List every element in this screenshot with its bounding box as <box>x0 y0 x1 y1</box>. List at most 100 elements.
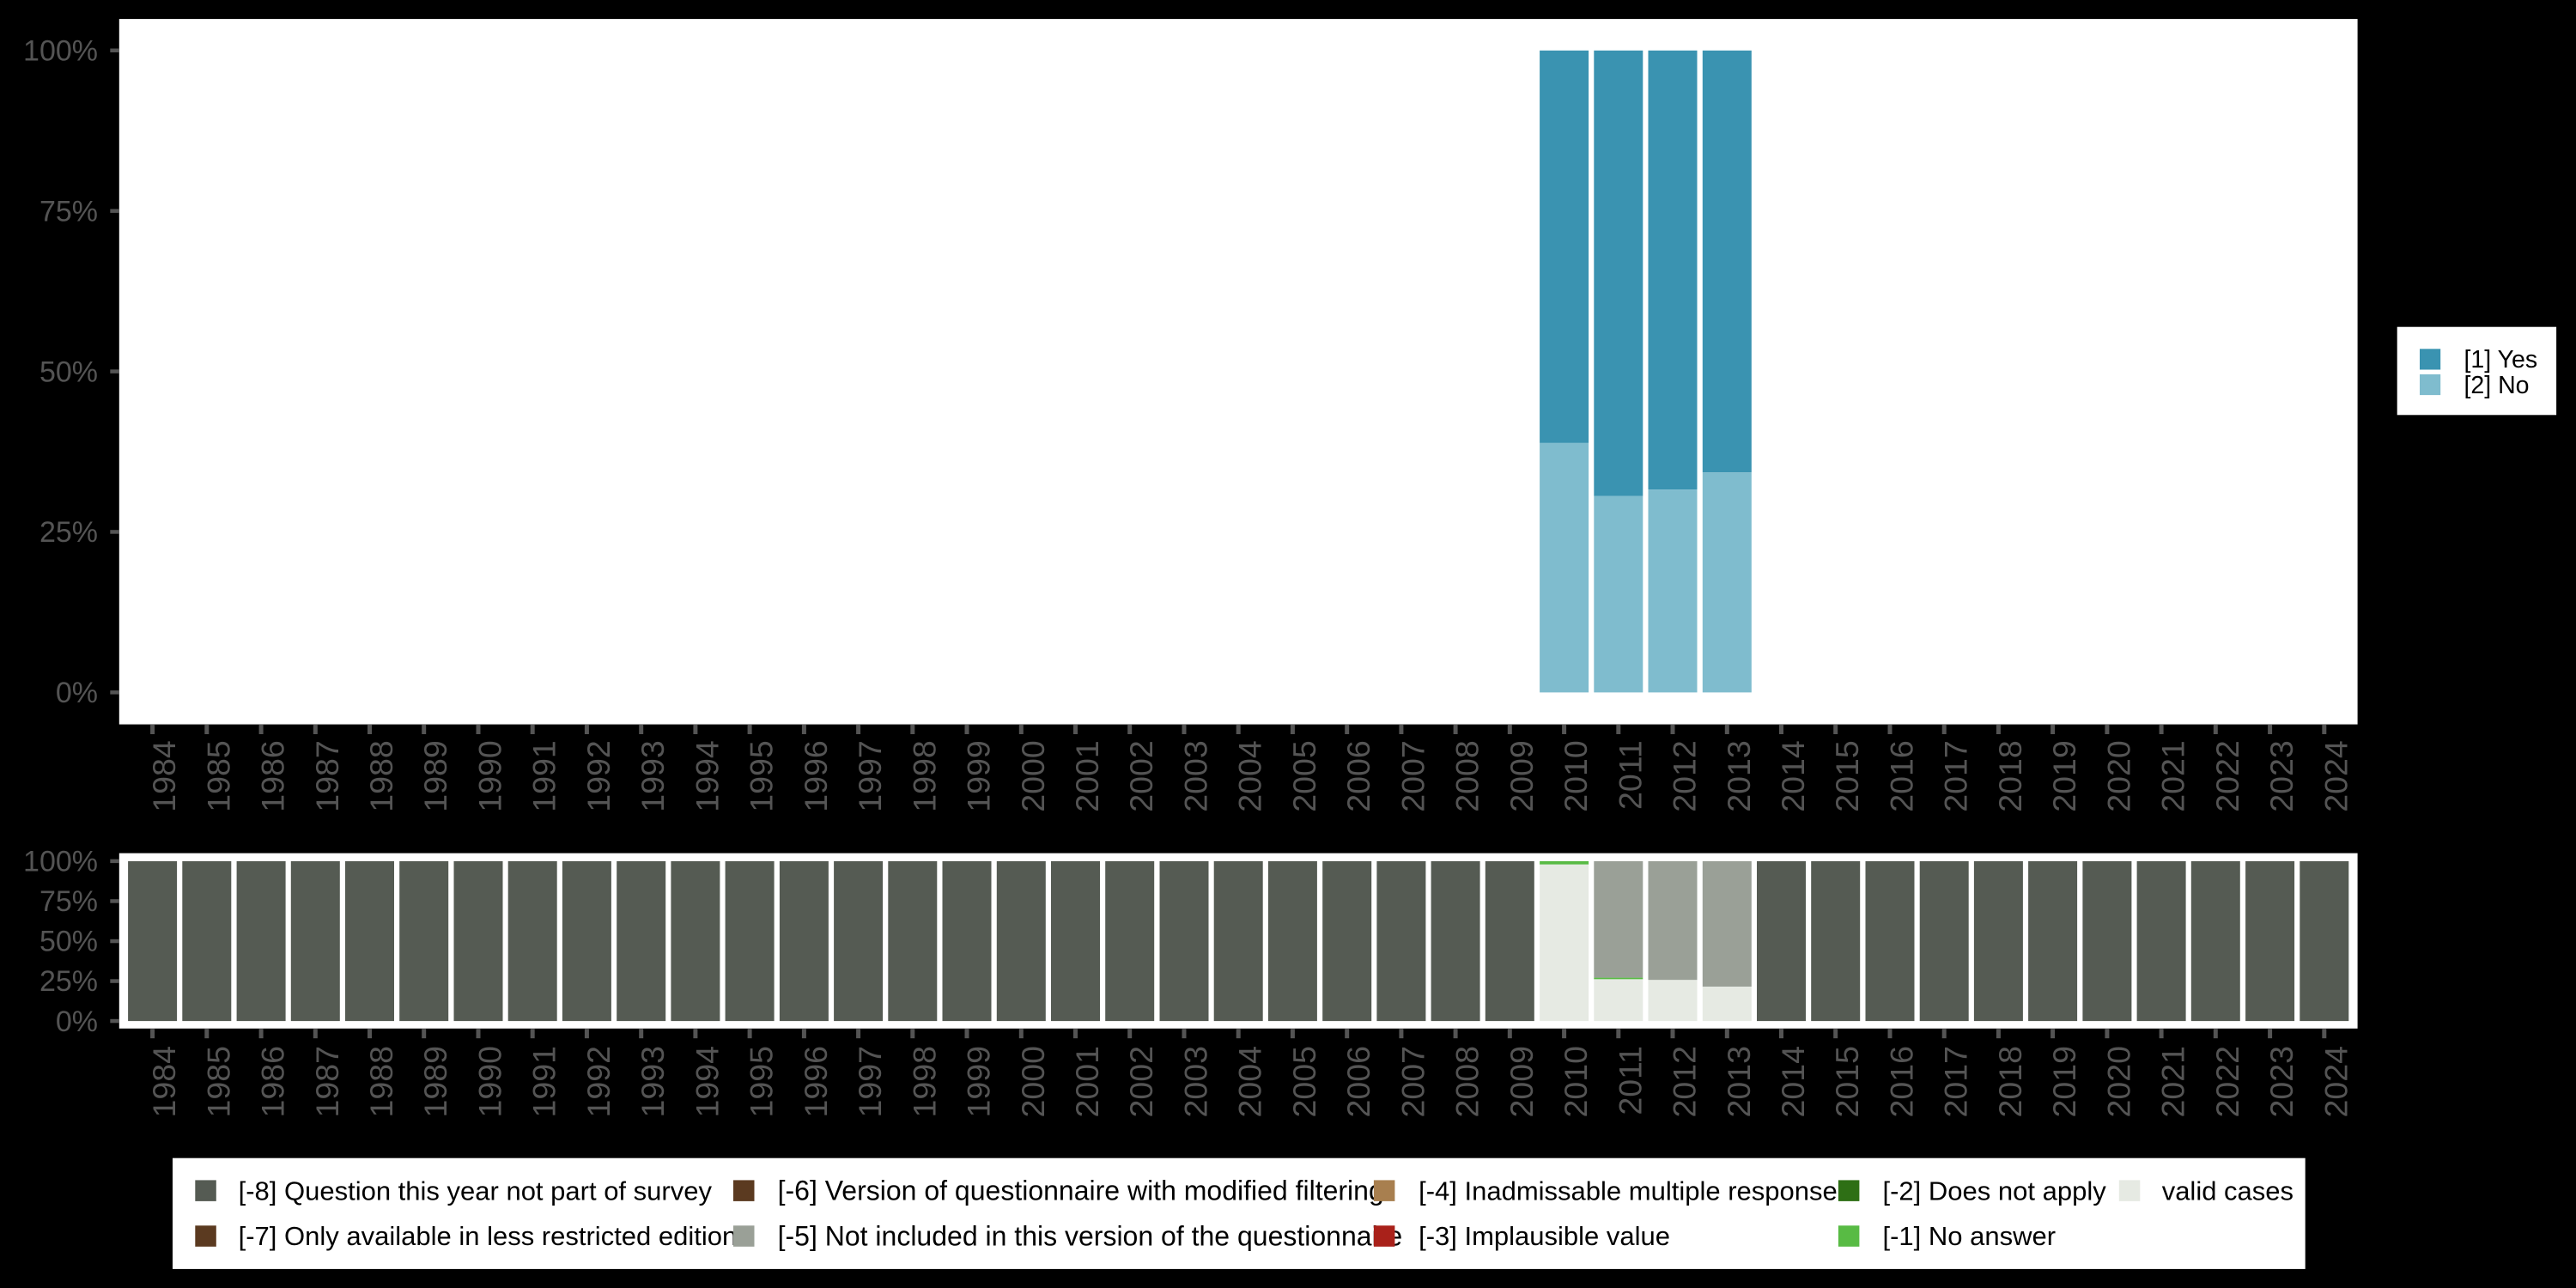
svg-text:2018: 2018 <box>1992 740 2028 811</box>
svg-text:1991: 1991 <box>526 1046 562 1117</box>
svg-text:25%: 25% <box>39 516 98 549</box>
svg-text:1985: 1985 <box>200 1046 236 1117</box>
svg-text:1993: 1993 <box>635 740 671 811</box>
svg-text:2018: 2018 <box>1992 1046 2028 1117</box>
svg-text:2008: 2008 <box>1449 740 1485 811</box>
svg-text:1987: 1987 <box>309 740 345 811</box>
svg-text:2021: 2021 <box>2155 1046 2191 1117</box>
svg-text:2012: 2012 <box>1667 1046 1703 1117</box>
svg-text:1999: 1999 <box>961 1046 997 1117</box>
svg-text:1988: 1988 <box>363 1046 399 1117</box>
svg-text:1998: 1998 <box>906 740 942 811</box>
svg-text:2009: 2009 <box>1504 740 1540 811</box>
svg-text:2000: 2000 <box>1015 1046 1051 1117</box>
svg-text:1995: 1995 <box>744 1046 780 1117</box>
svg-text:2012: 2012 <box>1667 740 1703 811</box>
svg-text:2001: 2001 <box>1069 1046 1105 1117</box>
svg-text:[-3] Implausible value: [-3] Implausible value <box>1419 1221 1670 1251</box>
svg-text:2008: 2008 <box>1449 1046 1485 1117</box>
svg-text:1986: 1986 <box>255 1046 291 1117</box>
svg-text:25%: 25% <box>39 965 98 998</box>
svg-text:1989: 1989 <box>417 740 453 811</box>
svg-text:1990: 1990 <box>472 1046 508 1117</box>
svg-text:[-4] Inadmissable multiple res: [-4] Inadmissable multiple response <box>1419 1176 1838 1206</box>
svg-text:[-5] Not included in this vers: [-5] Not included in this version of the… <box>778 1221 1403 1252</box>
svg-text:1990: 1990 <box>472 740 508 811</box>
svg-text:1992: 1992 <box>580 740 617 811</box>
svg-text:valid cases: valid cases <box>2162 1176 2293 1206</box>
svg-text:1999: 1999 <box>961 740 997 811</box>
svg-text:1996: 1996 <box>798 1046 834 1117</box>
svg-text:50%: 50% <box>39 926 98 958</box>
svg-text:[-7] Only available in less re: [-7] Only available in less restricted e… <box>239 1221 738 1251</box>
svg-text:[2] No: [2] No <box>2464 372 2530 399</box>
svg-text:2004: 2004 <box>1232 740 1268 811</box>
svg-text:2007: 2007 <box>1394 1046 1431 1117</box>
svg-text:1984: 1984 <box>146 740 182 811</box>
svg-text:2014: 2014 <box>1775 1046 1811 1117</box>
svg-text:2004: 2004 <box>1232 1046 1268 1117</box>
svg-text:75%: 75% <box>39 885 98 918</box>
svg-text:1988: 1988 <box>363 740 399 811</box>
svg-text:2011: 2011 <box>1612 1046 1648 1115</box>
svg-text:2005: 2005 <box>1286 740 1322 811</box>
svg-text:1996: 1996 <box>798 740 834 811</box>
svg-text:[-6] Version of questionnaire: [-6] Version of questionnaire with modif… <box>778 1176 1384 1206</box>
svg-text:100%: 100% <box>23 35 98 68</box>
svg-text:2017: 2017 <box>1938 740 1974 811</box>
svg-text:2014: 2014 <box>1775 740 1811 811</box>
svg-text:2007: 2007 <box>1394 740 1431 811</box>
svg-text:2006: 2006 <box>1340 740 1376 811</box>
svg-text:2002: 2002 <box>1123 740 1159 811</box>
svg-text:1994: 1994 <box>689 740 725 811</box>
svg-text:2003: 2003 <box>1178 1046 1214 1117</box>
svg-text:1987: 1987 <box>309 1046 345 1117</box>
svg-text:2002: 2002 <box>1123 1046 1159 1117</box>
svg-text:1985: 1985 <box>200 740 236 811</box>
svg-text:2020: 2020 <box>2100 740 2136 811</box>
svg-text:2001: 2001 <box>1069 740 1105 811</box>
svg-text:50%: 50% <box>39 355 98 388</box>
svg-text:1997: 1997 <box>852 1046 888 1117</box>
svg-text:2023: 2023 <box>2263 1046 2300 1117</box>
svg-text:2019: 2019 <box>2046 740 2082 811</box>
svg-text:1992: 1992 <box>580 1046 617 1117</box>
svg-text:1997: 1997 <box>852 740 888 811</box>
svg-text:2005: 2005 <box>1286 1046 1322 1117</box>
svg-text:2016: 2016 <box>1884 740 1920 811</box>
svg-text:2009: 2009 <box>1504 1046 1540 1117</box>
svg-text:2011: 2011 <box>1612 740 1648 810</box>
svg-text:[-2] Does not apply: [-2] Does not apply <box>1883 1176 2107 1206</box>
svg-text:2015: 2015 <box>1829 1046 1865 1117</box>
svg-text:2022: 2022 <box>2209 740 2245 811</box>
svg-text:1998: 1998 <box>906 1046 942 1117</box>
svg-text:2003: 2003 <box>1178 740 1214 811</box>
svg-text:1986: 1986 <box>255 740 291 811</box>
svg-text:2017: 2017 <box>1938 1046 1974 1117</box>
svg-text:2021: 2021 <box>2155 740 2191 811</box>
svg-text:2013: 2013 <box>1721 1046 1757 1117</box>
svg-text:1993: 1993 <box>635 1046 671 1117</box>
svg-text:2010: 2010 <box>1558 1046 1594 1117</box>
svg-text:[1] Yes: [1] Yes <box>2464 346 2538 374</box>
svg-text:1989: 1989 <box>417 1046 453 1117</box>
svg-text:1994: 1994 <box>689 1046 725 1117</box>
svg-text:2016: 2016 <box>1884 1046 1920 1117</box>
svg-text:100%: 100% <box>23 846 98 878</box>
svg-text:[-8] Question this year not pa: [-8] Question this year not part of surv… <box>239 1176 713 1206</box>
svg-text:2013: 2013 <box>1721 740 1757 811</box>
svg-text:2024: 2024 <box>2318 1046 2354 1117</box>
svg-text:[-1] No answer: [-1] No answer <box>1883 1221 2057 1251</box>
svg-text:2023: 2023 <box>2263 740 2300 811</box>
svg-text:1991: 1991 <box>526 740 562 811</box>
svg-text:2019: 2019 <box>2046 1046 2082 1117</box>
svg-text:1995: 1995 <box>744 740 780 811</box>
svg-text:2024: 2024 <box>2318 740 2354 811</box>
svg-text:75%: 75% <box>39 195 98 228</box>
svg-text:2006: 2006 <box>1340 1046 1376 1117</box>
svg-text:2010: 2010 <box>1558 740 1594 811</box>
svg-text:0%: 0% <box>56 677 98 709</box>
svg-text:2020: 2020 <box>2100 1046 2136 1117</box>
svg-text:2015: 2015 <box>1829 740 1865 811</box>
svg-text:2000: 2000 <box>1015 740 1051 811</box>
